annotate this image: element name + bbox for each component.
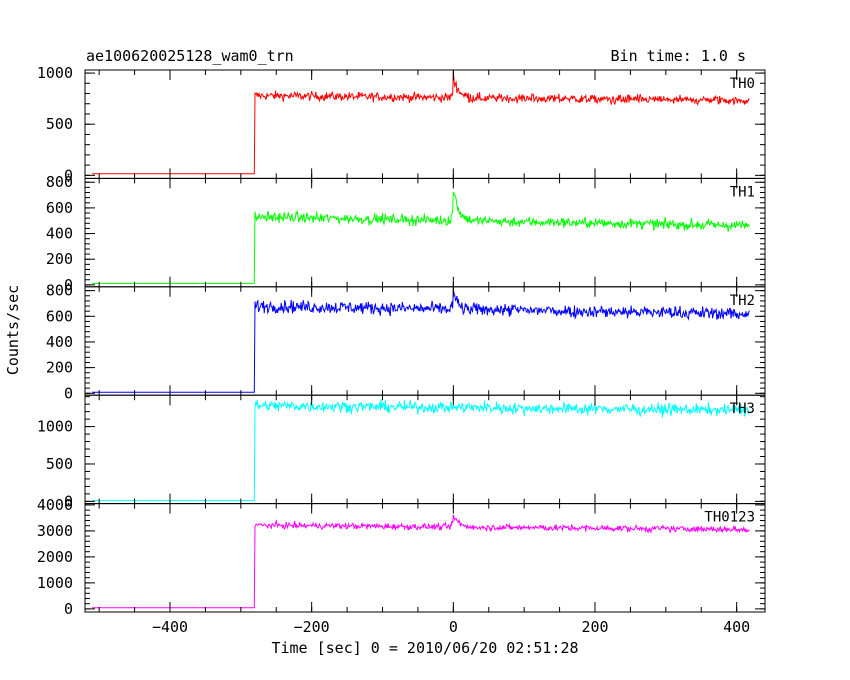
y-tick-label: 1000 [37,64,73,82]
x-tick-label: 0 [449,618,458,636]
y-tick-label: 500 [46,455,73,473]
panel-th1: 0 200 400 600 800 TH1 [46,173,766,294]
panel-th0123: 0 1000 2000 3000 4000 TH0123 [37,496,766,618]
series-th0-line [92,72,750,175]
panel-label-th2: TH2 [730,293,755,309]
y-tick-label: 0 [64,276,73,294]
y-tick-label: 400 [46,333,73,351]
y-tick-label: 1000 [37,418,73,436]
x-tick-label: 200 [581,618,608,636]
panel-label-th3: TH3 [730,401,755,417]
y-axis-title: Counts/sec [4,285,22,375]
y-tick-label: 1000 [37,574,73,592]
panel-th2: 0 200 400 600 800 TH2 [46,282,766,402]
y-tick-label: 3000 [37,522,73,540]
series-th2-line [92,290,750,393]
x-tick-label: −400 [152,618,188,636]
series-th1-line [92,191,750,284]
panel-frame [84,177,766,288]
y-tick-label: 0 [64,492,73,510]
panels: 0 500 1000 TH0 0 200 400 600 800 TH1 0 200 400 600 800… [37,64,766,618]
panel-frame [84,286,766,396]
panel-label-th0123: TH0123 [704,510,755,526]
y-tick-label: 600 [46,307,73,325]
x-axis-title: Time [sec] 0 = 2010/06/20 02:51:28 [271,639,578,657]
series-th3-line [92,399,750,502]
panel-frame [84,69,766,179]
panel-label-th0: TH0 [730,76,755,92]
y-tick-label: 200 [46,359,73,377]
y-tick-label: 0 [64,166,73,184]
y-tick-label: 200 [46,250,73,268]
y-tick-label: 0 [64,600,73,618]
panel-th0: 0 500 1000 TH0 [37,64,766,184]
chart-title: ae100620025128_wam0_trn [86,47,294,65]
x-tick-label: 400 [723,618,750,636]
panel-frame [84,503,766,613]
panel-th3: 0 500 1000 TH3 [37,394,766,510]
y-tick-label: 2000 [37,548,73,566]
y-tick-label: 4000 [37,496,73,514]
bin-time-label: Bin time: 1.0 s [611,47,746,65]
y-tick-label: 0 [64,384,73,402]
y-tick-label: 800 [46,173,73,191]
series-th0123-line [92,514,750,609]
y-tick-label: 500 [46,115,73,133]
x-tick-label: −200 [294,618,330,636]
x-axis-tick-labels: −400 −200 0 200 400 [152,618,750,636]
y-tick-label: 600 [46,199,73,217]
y-tick-label: 400 [46,225,73,243]
panel-label-th1: TH1 [730,184,755,200]
y-tick-label: 800 [46,282,73,300]
